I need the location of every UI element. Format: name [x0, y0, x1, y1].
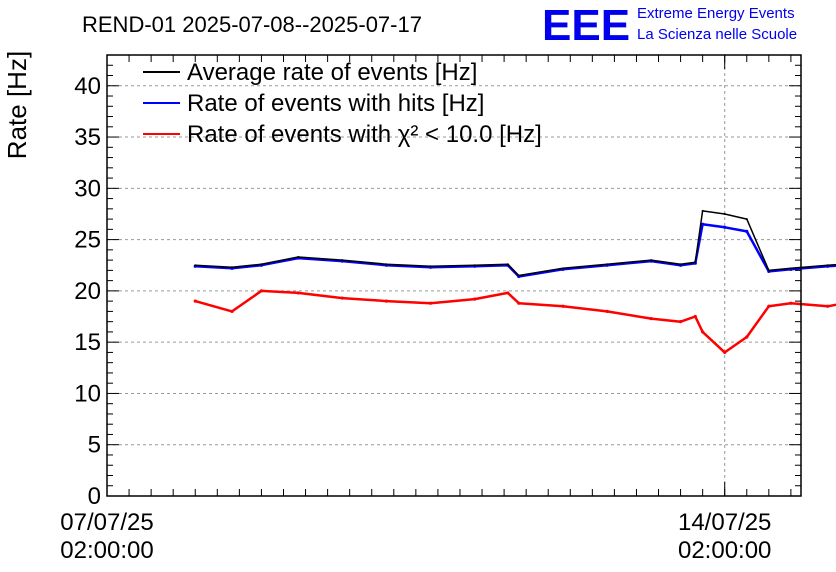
data-point [693, 314, 697, 319]
y-tick-label: 5 [88, 432, 101, 459]
series-layer [193, 209, 836, 355]
y-tick-label: 30 [74, 175, 101, 202]
data-point [296, 291, 300, 295]
data-point [385, 263, 388, 266]
data-point [260, 263, 263, 266]
data-point [767, 269, 770, 272]
data-point [649, 316, 653, 321]
data-point [506, 291, 510, 295]
eee-logo: EEE Extreme Energy Events La Scienza nel… [542, 1, 797, 50]
data-point [723, 212, 726, 215]
data-point [193, 299, 197, 303]
data-point [384, 299, 389, 303]
logo-line-2: La Scienza nelle Scuole [637, 26, 797, 43]
data-point [789, 301, 793, 305]
data-point [826, 304, 830, 308]
y-tick-label: 40 [74, 73, 101, 100]
data-point [230, 309, 234, 313]
data-point [701, 330, 705, 334]
data-point [341, 259, 344, 262]
data-point [231, 266, 234, 269]
x-tick-time: 02:00:00 [678, 537, 771, 564]
data-point [561, 304, 565, 308]
data-point [789, 267, 792, 270]
data-point [650, 259, 653, 262]
x-tick-time: 02:00:00 [60, 537, 153, 564]
axes [106, 54, 802, 497]
data-point [701, 222, 705, 226]
data-point [745, 335, 749, 339]
chart-title: REND-01 2025-07-08--2025-07-17 [82, 12, 422, 37]
legend-label-1: Rate of events with hits [Hz] [187, 90, 484, 117]
data-point [606, 263, 609, 266]
legend-label-2: Rate of events with χ² < 10.0 [Hz] [187, 121, 542, 148]
data-point [679, 263, 682, 266]
data-point [340, 296, 344, 300]
data-point [473, 297, 477, 301]
data-point [767, 304, 771, 308]
y-tick-label: 25 [74, 227, 101, 254]
data-point [826, 264, 829, 267]
data-point [506, 263, 509, 266]
logo-line-1: Extreme Energy Events [637, 5, 795, 22]
data-point [723, 350, 727, 355]
y-tick-labels: 0 5 10 15 20 25 30 35 40 [74, 73, 101, 510]
y-tick-label: 35 [74, 124, 101, 151]
legend-label-0: Average rate of events [Hz] [187, 59, 477, 86]
data-point [723, 225, 727, 229]
data-point [194, 264, 197, 267]
data-point [745, 229, 749, 233]
plot-frame [106, 54, 802, 497]
data-point [694, 261, 697, 264]
y-tick-label: 10 [74, 380, 101, 407]
data-point [701, 209, 704, 212]
series-line-2 [194, 289, 836, 354]
y-tick-label: 20 [74, 278, 101, 305]
data-point [517, 274, 520, 277]
y-axis-label: Rate [Hz] [2, 51, 32, 159]
legend: Average rate of events [Hz] Rate of event… [143, 59, 542, 148]
data-point [678, 320, 683, 324]
data-point [429, 265, 432, 268]
data-point [561, 267, 564, 270]
series-line-0 [195, 210, 836, 277]
logo-mark: EEE [542, 1, 630, 50]
series-line-1 [195, 222, 836, 278]
data-point [517, 301, 521, 305]
data-point [259, 289, 264, 293]
data-point [428, 301, 433, 305]
x-tick-date: 07/07/25 [60, 509, 153, 536]
data-point [473, 264, 476, 267]
data-point [605, 309, 609, 313]
y-tick-label: 15 [74, 329, 101, 356]
grid-lines [107, 55, 801, 496]
y-tick-label: 0 [88, 483, 101, 510]
x-tick-date: 14/07/25 [678, 509, 771, 536]
data-point [745, 218, 748, 221]
data-point [297, 256, 300, 259]
